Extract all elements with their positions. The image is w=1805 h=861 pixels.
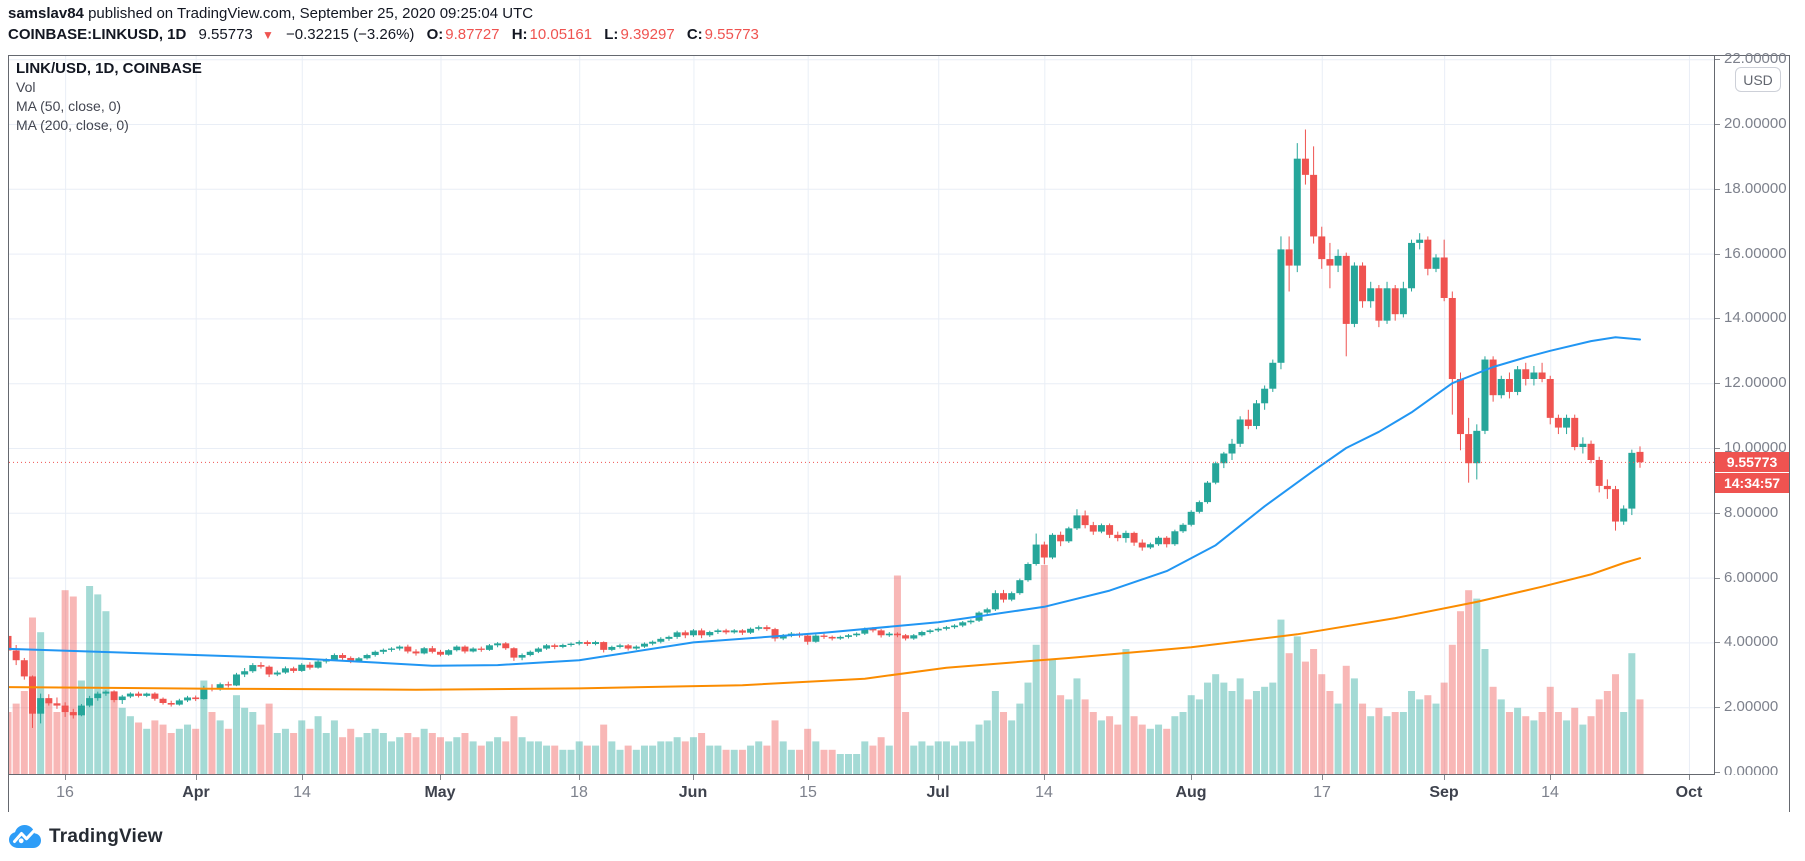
legend-ma50-study: MA (50, close, 0) bbox=[16, 98, 122, 114]
time-axis-tick bbox=[1550, 775, 1551, 780]
time-axis-tick bbox=[1044, 775, 1045, 780]
price-axis-tick bbox=[1715, 254, 1720, 255]
price-axis-tick bbox=[1715, 318, 1720, 319]
time-axis-tick bbox=[440, 775, 441, 780]
time-axis-tick bbox=[808, 775, 809, 780]
price-tick-label: 8.00000 bbox=[1724, 504, 1779, 521]
tradingview-logo-text: TradingView bbox=[49, 825, 163, 847]
tradingview-cloud-icon bbox=[9, 825, 41, 848]
author-name: samslav84 bbox=[8, 5, 84, 22]
price-tick-label: 18.00000 bbox=[1724, 180, 1787, 197]
down-arrow-icon: ▼ bbox=[261, 28, 274, 42]
grid-layer bbox=[9, 56, 1714, 774]
price-axis-tick bbox=[1715, 513, 1720, 514]
open-label: O: bbox=[426, 26, 444, 43]
price-tick-label: 22.00000 bbox=[1724, 50, 1787, 67]
price-tick-label: 4.00000 bbox=[1724, 633, 1779, 650]
legend-volume-study: Vol bbox=[16, 79, 36, 95]
price-axis-tick bbox=[1715, 448, 1720, 449]
tradingview-logo[interactable]: TradingView bbox=[8, 824, 163, 849]
close-label: C: bbox=[686, 26, 703, 43]
price-axis-tick bbox=[1715, 642, 1720, 643]
high-label: H: bbox=[511, 26, 528, 43]
time-tick-label-day: 14 bbox=[293, 784, 311, 801]
ma-lines-layer bbox=[9, 336, 1641, 691]
bar-countdown-label: 14:34:57 bbox=[1715, 473, 1789, 493]
time-tick-label-month: Jul bbox=[926, 784, 950, 801]
time-axis-tick bbox=[302, 775, 303, 780]
time-tick-label-day: 16 bbox=[56, 784, 74, 801]
close-value: 9.55773 bbox=[704, 26, 759, 43]
price-tick-label: 2.00000 bbox=[1724, 698, 1779, 715]
time-axis-tick bbox=[938, 775, 939, 780]
price-scale[interactable]: USD 9.55773 14:34:57 0.00000 2.00000 4.000… bbox=[1715, 51, 1789, 780]
time-tick-label-month: Sep bbox=[1429, 784, 1459, 801]
time-tick-label-day: 14 bbox=[1541, 784, 1559, 801]
time-axis-tick bbox=[1322, 775, 1323, 780]
time-axis-tick bbox=[1689, 775, 1690, 780]
low-value: 9.39297 bbox=[620, 26, 675, 43]
legend-ma200-study: MA (200, close, 0) bbox=[16, 117, 129, 133]
time-tick-label-month: Apr bbox=[182, 784, 210, 801]
time-axis-tick bbox=[579, 775, 580, 780]
time-tick-label-month: Aug bbox=[1175, 784, 1207, 801]
candlestick-chart-canvas[interactable] bbox=[9, 56, 1714, 774]
legend-symbol-title: LINK/USD, 1D, COINBASE bbox=[16, 60, 202, 77]
price-axis-tick bbox=[1715, 707, 1720, 708]
time-tick-label-day: 14 bbox=[1035, 784, 1053, 801]
price-axis-tick bbox=[1715, 124, 1720, 125]
time-tick-label-day: 17 bbox=[1313, 784, 1331, 801]
price-axis-tick bbox=[1715, 189, 1720, 190]
price-tick-label: 14.00000 bbox=[1724, 309, 1787, 326]
time-tick-label-day: 18 bbox=[570, 784, 588, 801]
time-tick-label-month: May bbox=[424, 784, 456, 801]
price-change: −0.32215 (−3.26%) bbox=[286, 26, 415, 43]
price-tick-label: 20.00000 bbox=[1724, 115, 1787, 132]
time-tick-label-month: Oct bbox=[1675, 784, 1703, 801]
time-axis-tick bbox=[1191, 775, 1192, 780]
open-value: 9.87727 bbox=[445, 26, 500, 43]
time-axis-tick bbox=[693, 775, 694, 780]
price-axis-tick bbox=[1715, 59, 1720, 60]
last-price-label: 9.55773 bbox=[1715, 452, 1789, 472]
time-scale[interactable]: 16 Apr 14 May 18 Jun 15 Jul 14 Aug 17 Sep 14 Oct bbox=[9, 775, 1789, 812]
chart-widget: LINK/USD, 1D, COINBASE Vol MA (50, close… bbox=[8, 51, 1790, 812]
published-line: samslav84 published on TradingView.com, … bbox=[8, 4, 759, 24]
chart-legend: LINK/USD, 1D, COINBASE Vol MA (50, close… bbox=[16, 59, 202, 135]
published-text: published on TradingView.com, September … bbox=[83, 5, 534, 22]
currency-toggle-button[interactable]: USD bbox=[1735, 67, 1781, 92]
time-axis-tick bbox=[65, 775, 66, 780]
time-axis-tick bbox=[196, 775, 197, 780]
price-tick-label: 10.00000 bbox=[1724, 439, 1787, 456]
symbol-name: COINBASE:LINKUSD, 1D bbox=[8, 26, 187, 43]
price-tick-label: 16.00000 bbox=[1724, 245, 1787, 262]
price-axis-tick bbox=[1715, 772, 1720, 773]
time-axis-tick bbox=[1444, 775, 1445, 780]
price-tick-label: 12.00000 bbox=[1724, 374, 1787, 391]
publish-header: samslav84 published on TradingView.com, … bbox=[8, 4, 759, 46]
symbol-ohlc-line: COINBASE:LINKUSD, 1D 9.55773 ▼ −0.32215 … bbox=[8, 24, 759, 46]
low-label: L: bbox=[604, 26, 619, 43]
high-value: 10.05161 bbox=[529, 26, 593, 43]
price-axis-tick bbox=[1715, 578, 1720, 579]
price-tick-label: 6.00000 bbox=[1724, 569, 1779, 586]
time-tick-label-month: Jun bbox=[678, 784, 708, 801]
chart-plot-area[interactable]: LINK/USD, 1D, COINBASE Vol MA (50, close… bbox=[9, 56, 1715, 775]
candles-layer bbox=[9, 129, 1644, 728]
price-axis-tick bbox=[1715, 383, 1720, 384]
time-tick-label-day: 15 bbox=[799, 784, 817, 801]
last-price: 9.55773 bbox=[198, 26, 253, 43]
